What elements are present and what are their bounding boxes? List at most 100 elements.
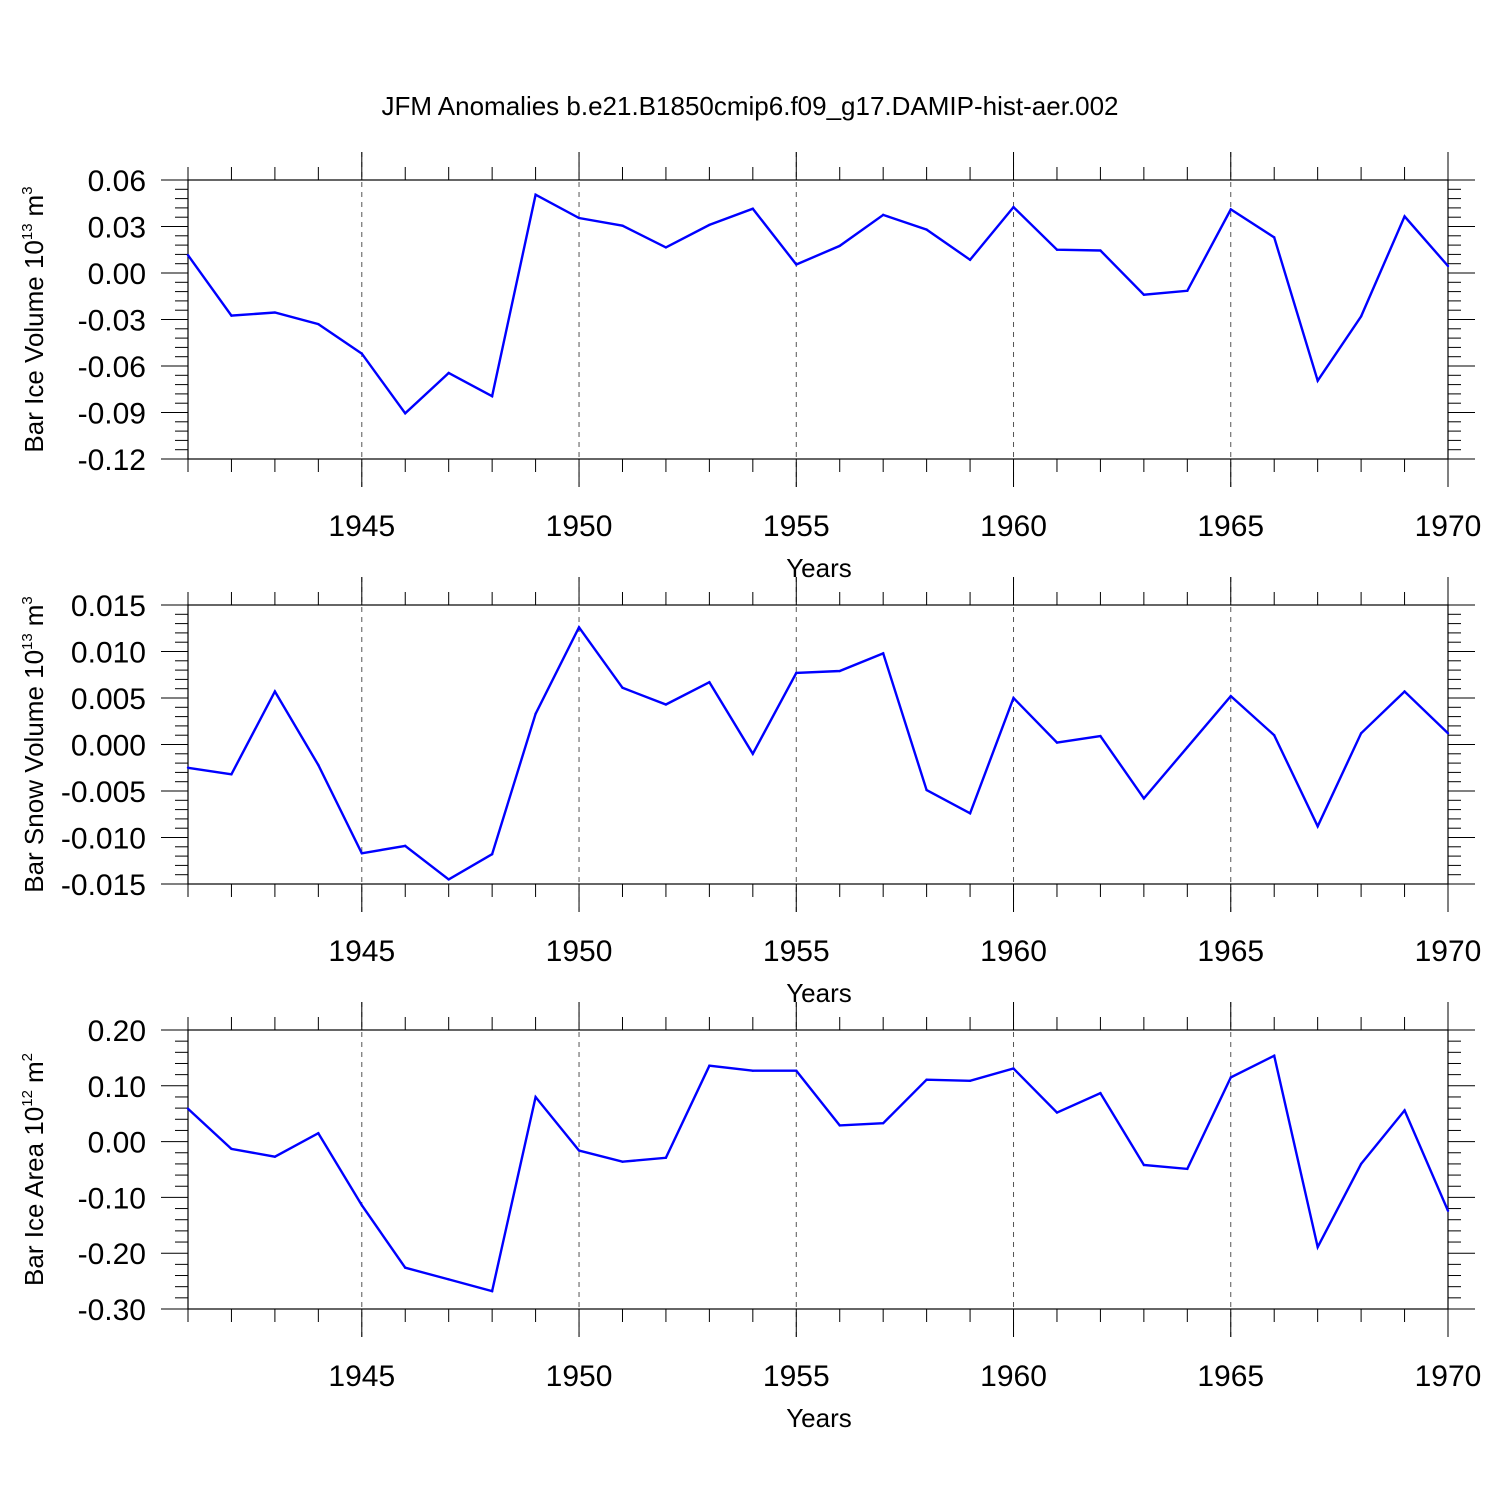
x-tick-label: 1960 [980,935,1047,968]
data-point [751,1069,755,1072]
y-tick-label: 0.00 [88,1127,146,1160]
y-tick-label: 0.005 [71,683,146,716]
data-point [404,1266,407,1269]
data-point [708,223,711,227]
y-axis-title-unit: m [19,605,49,627]
data-point [534,193,537,196]
data-point [1229,694,1232,698]
data-point [1229,1076,1232,1079]
y-axis-title-text: Bar Ice Volume 10 [19,240,49,452]
data-point [186,253,190,257]
data-point [1099,249,1102,252]
x-tick-label: 1970 [1415,510,1482,543]
data-point [230,773,233,776]
data-point [751,752,755,755]
data-point [621,1160,624,1163]
data-point [838,669,841,673]
x-tick-label: 1955 [763,935,830,968]
data-point [404,844,407,848]
data-point [1055,741,1059,744]
y-tick-label: 0.015 [71,590,146,623]
y-axis-title-unit: m [19,195,49,217]
y-tick-label: -0.015 [61,869,146,902]
data-point [1186,746,1189,749]
data-point [1186,289,1189,293]
data-point [968,258,972,262]
data-point [230,314,233,317]
plot-frame [187,179,1449,460]
data-point [577,1149,581,1152]
y-axis-title: Bar Ice Area 1012 m2 [19,1053,49,1286]
data-point [360,1204,363,1207]
data-point [1403,215,1406,218]
x-axis-title: Years [786,978,852,1008]
series-line [187,192,1449,416]
data-point [317,322,320,326]
x-tick-label: 1945 [328,510,395,543]
data-point [186,766,190,769]
data-point [1446,264,1450,268]
data-point [1099,734,1102,738]
data-point [273,311,277,314]
data-point [795,671,798,675]
chart-panel-3: 0.20 0.10 0.00 -0.10 -0.20 -0.30 1945 1950 1955 1… [19,1002,1481,1433]
data-point [881,213,885,217]
y-axis-title-exponent: 13 [19,633,36,650]
data-point [1012,1067,1015,1070]
data-point [1359,1162,1363,1166]
data-point [1403,690,1406,693]
y-tick-label: 0.20 [88,1015,146,1048]
data-point [838,244,841,248]
y-tick-label: 0.000 [71,730,146,763]
x-tick-label: 1945 [328,1360,395,1393]
chart-panel-1: 0.06 0.03 0.00 -0.03 -0.06 -0.09 -0.12 1945 1950… [19,152,1481,583]
x-tick-label: 1970 [1415,1360,1482,1393]
data-point [317,763,320,767]
x-tick-label: 1960 [980,1360,1047,1393]
data-point [1142,293,1146,296]
data-point [1316,379,1319,382]
data-point [360,852,363,855]
y-axis-title-unit: m [19,1061,49,1083]
data-point [795,263,798,266]
data-point [273,1155,277,1158]
y-axis-title-exponent: 13 [19,223,36,240]
y-tick-label: -0.005 [61,776,146,809]
data-point [1316,825,1319,828]
data-point [881,1121,885,1125]
y-tick-label: 0.010 [71,637,146,670]
data-point [1055,248,1059,251]
data-point [925,788,928,792]
data-point [273,690,277,693]
data-point [1055,1111,1059,1114]
y-tick-label: -0.10 [78,1182,146,1215]
chart-panel-2: 0.015 0.010 0.005 0.000 -0.005 -0.010 -0.015 19… [19,577,1481,1008]
y-axis-title-exponent: 12 [19,1090,36,1107]
data-point [838,1124,841,1127]
data-point [1359,732,1363,735]
data-point [1186,1167,1189,1171]
data-point [968,1079,972,1082]
data-point [1012,205,1015,209]
plot-frame [187,1029,1449,1310]
y-tick-label: -0.06 [78,351,146,384]
data-point [708,680,711,684]
data-point [1142,797,1146,800]
x-tick-label: 1945 [328,935,395,968]
data-point [1273,734,1276,737]
data-point [360,352,363,355]
data-point [1446,1209,1450,1212]
data-point [1273,236,1276,239]
x-tick-label: 1955 [763,1360,830,1393]
data-point [534,712,537,716]
x-tick-label: 1950 [546,1360,613,1393]
x-tick-label: 1960 [980,510,1047,543]
data-point [664,703,668,706]
data-point [968,812,972,815]
x-tick-label: 1950 [546,935,613,968]
y-tick-label: -0.30 [78,1294,146,1327]
y-tick-label: -0.03 [78,305,146,338]
data-point [490,853,494,856]
x-tick-label: 1955 [763,510,830,543]
data-point [447,371,450,375]
